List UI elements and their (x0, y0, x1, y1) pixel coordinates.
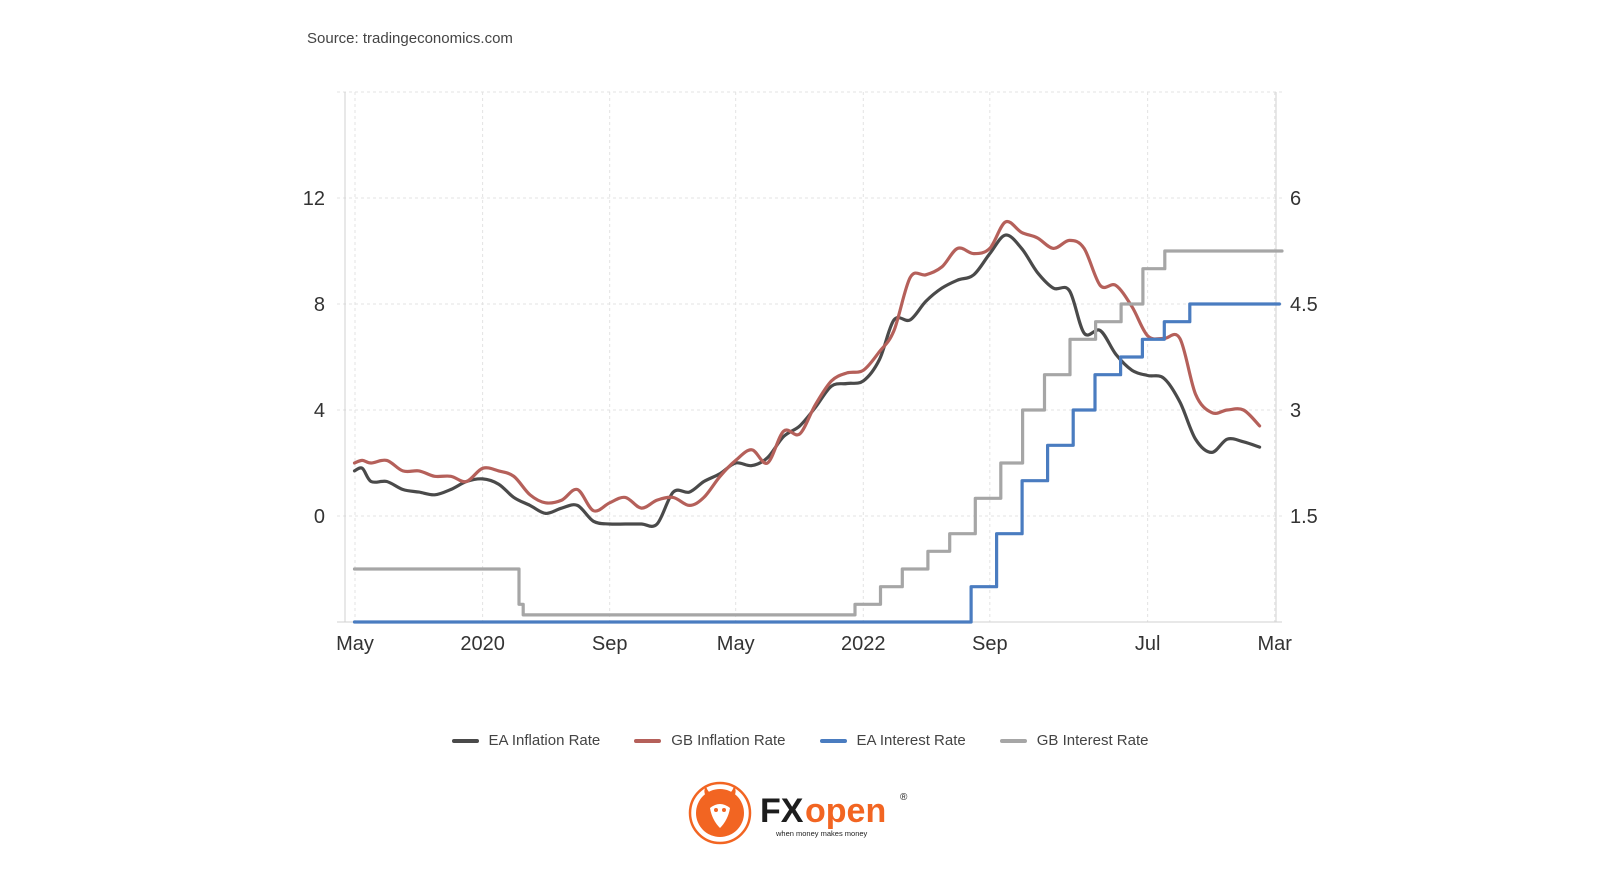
y-left-tick-label: 0 (314, 506, 325, 528)
legend-swatch-gb-inflation (634, 738, 662, 743)
y-left-tick-label: 8 (314, 294, 325, 316)
y-right-tick-label: 1.5 (1290, 506, 1318, 528)
y-right-tick-label: 6 (1290, 188, 1301, 210)
legend-label-gb-interest: GB Interest Rate (1036, 732, 1149, 749)
legend-swatch-gb-interest (999, 738, 1027, 743)
x-tick-label: Mar (1257, 633, 1292, 655)
legend-item-ea-interest[interactable]: EA Interest Rate (819, 732, 966, 749)
x-tick-label: 2020 (460, 633, 505, 655)
series-line-ea-interest (352, 302, 1281, 624)
legend: EA Inflation Rate GB Inflation Rate EA I… (0, 732, 1600, 749)
series-line-ea-inflation (352, 233, 1262, 528)
tick-labels: 0 4 8 12 1.5 3 4.5 6 May 2020 Sep May 2022 Sep Jul Mar (303, 188, 1318, 655)
y-left-tick-label: 12 (303, 188, 325, 210)
legend-swatch-ea-inflation (451, 738, 479, 743)
x-tick-label: May (717, 633, 755, 655)
bull-emblem-icon (688, 781, 752, 845)
brand-fx: FX (760, 792, 804, 830)
x-tick-label: Sep (972, 633, 1008, 655)
x-tick-label: Jul (1135, 633, 1161, 655)
brand-tagline: when money makes money (775, 829, 868, 838)
legend-item-gb-inflation[interactable]: GB Inflation Rate (634, 732, 786, 749)
y-right-tick-label: 3 (1290, 400, 1301, 422)
x-tick-label: Sep (592, 633, 628, 655)
legend-item-ea-inflation[interactable]: EA Inflation Rate (451, 732, 601, 749)
source-text: Source: tradingeconomics.com (307, 30, 513, 47)
y-left-tick-label: 4 (314, 400, 325, 422)
y-right-tick-label: 4.5 (1290, 294, 1318, 316)
legend-label-gb-inflation: GB Inflation Rate (671, 732, 786, 749)
series-line-gb-interest (352, 249, 1284, 617)
fxopen-logo: FX open ® when money makes money (688, 781, 908, 845)
legend-item-gb-interest[interactable]: GB Interest Rate (999, 732, 1149, 749)
legend-label-ea-inflation: EA Inflation Rate (488, 732, 601, 749)
x-tick-label: May (336, 633, 374, 655)
legend-label-ea-interest: EA Interest Rate (856, 732, 966, 749)
series-layer (352, 219, 1284, 624)
legend-swatch-ea-interest (819, 738, 847, 743)
x-tick-label: 2022 (841, 633, 886, 655)
registered-mark: ® (900, 792, 908, 803)
series-line-gb-inflation (352, 219, 1262, 513)
grid (337, 91, 1282, 622)
brand-open: open (805, 792, 886, 830)
